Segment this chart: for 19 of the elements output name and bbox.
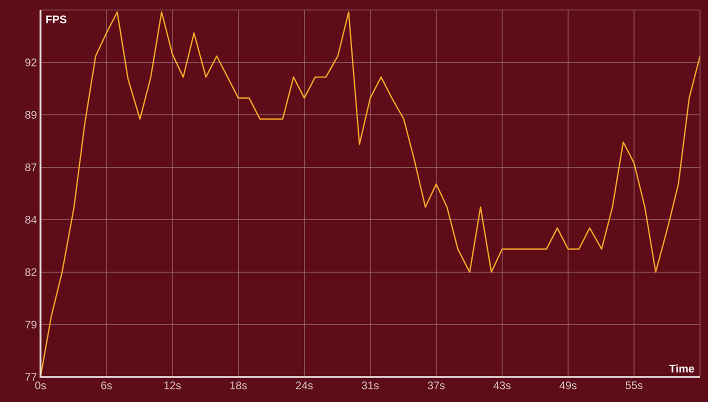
x-tick-label: 0s xyxy=(35,382,46,390)
y-axis-title: FPS xyxy=(46,16,66,24)
x-tick-label: 6s xyxy=(101,382,112,390)
x-tick-label: 37s xyxy=(428,382,445,390)
x-tick-label: 18s xyxy=(230,382,247,390)
y-tick-label: 87 xyxy=(25,163,36,172)
y-tick-label: 77 xyxy=(25,373,36,381)
y-tick-label: 84 xyxy=(25,216,37,224)
y-tick-label: 79 xyxy=(25,320,36,328)
x-tick-label: 55s xyxy=(626,382,642,390)
x-tick-label: 24s xyxy=(296,382,313,390)
y-tick-label: 89 xyxy=(25,110,36,119)
y-tick-label: 82 xyxy=(25,268,36,276)
x-tick-label: 31s xyxy=(362,382,379,390)
y-tick-label: 92 xyxy=(25,58,36,66)
x-tick-label: 43s xyxy=(494,382,511,390)
x-tick-label: 12s xyxy=(164,382,181,390)
x-axis-title: Time xyxy=(669,364,694,372)
x-tick-label: 49s xyxy=(560,382,577,390)
